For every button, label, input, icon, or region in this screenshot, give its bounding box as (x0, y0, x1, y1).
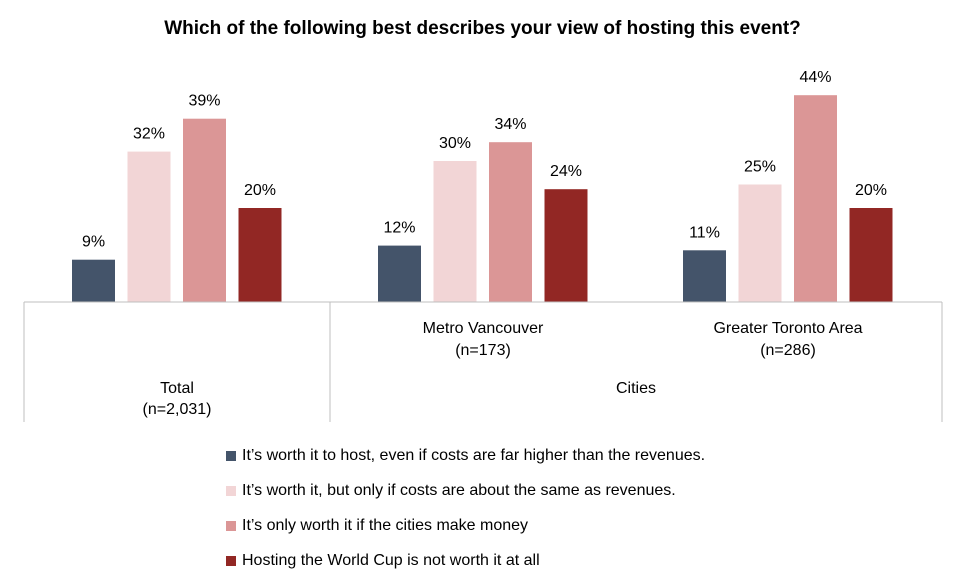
data-label-0-0: 9% (82, 234, 105, 251)
legend-item: It’s worth it to host, even if costs are… (226, 438, 705, 473)
category-label-toronto: Greater Toronto Area (713, 320, 862, 337)
legend-label: It’s worth it, but only if costs are abo… (242, 481, 676, 499)
legend: It’s worth it to host, even if costs are… (226, 438, 705, 578)
bar-2-0 (683, 250, 726, 302)
legend-swatch (226, 450, 236, 461)
bar-2-3 (849, 208, 893, 302)
category-label-total: Total (160, 380, 194, 397)
bar-2-2 (794, 95, 837, 302)
category-n-vancouver: (n=173) (455, 342, 511, 359)
bar-0-3 (238, 208, 282, 302)
bar-0-1 (127, 151, 171, 302)
data-label-1-0: 12% (383, 220, 415, 237)
data-label-1-3: 24% (550, 163, 582, 180)
data-label-0-3: 20% (244, 182, 276, 199)
legend-label: It’s only worth it if the cities make mo… (242, 516, 529, 534)
bar-1-0 (378, 245, 421, 302)
data-label-2-3: 20% (855, 182, 887, 199)
bar-0-2 (183, 118, 226, 302)
data-label-1-1: 30% (439, 135, 471, 152)
category-n-toronto: (n=286) (760, 342, 816, 359)
legend-item: Hosting the World Cup is not worth it at… (226, 543, 705, 578)
legend-label: It’s worth it to host, even if costs are… (242, 446, 706, 464)
bar-1-1 (433, 161, 477, 302)
legend-swatch (226, 520, 236, 531)
bar-1-2 (489, 142, 532, 302)
data-label-2-0: 11% (689, 224, 720, 241)
legend-swatch (226, 555, 236, 566)
data-label-0-2: 39% (188, 93, 220, 110)
bar-2-1 (738, 184, 782, 302)
data-label-2-1: 25% (744, 159, 776, 176)
data-label-0-1: 32% (133, 126, 165, 143)
legend-swatch (226, 485, 236, 496)
category-n-total: (n=2,031) (143, 401, 212, 418)
chart-title: Which of the following best describes yo… (164, 18, 801, 39)
legend-label: Hosting the World Cup is not worth it at… (242, 551, 540, 569)
data-label-1-2: 34% (494, 116, 526, 133)
legend-item: It’s only worth it if the cities make mo… (226, 508, 705, 543)
category-parent-cities: Cities (616, 380, 656, 397)
legend-item: It’s worth it, but only if costs are abo… (226, 473, 705, 508)
category-label-vancouver: Metro Vancouver (423, 320, 544, 337)
data-label-2-2: 44% (799, 69, 831, 86)
bar-0-0 (72, 259, 115, 302)
bar-chart: 9% 12% 11% 32% 30% 25% 39% 34% 44% 20% 24% 20% Total… (23, 69, 943, 422)
bar-1-3 (544, 189, 588, 302)
